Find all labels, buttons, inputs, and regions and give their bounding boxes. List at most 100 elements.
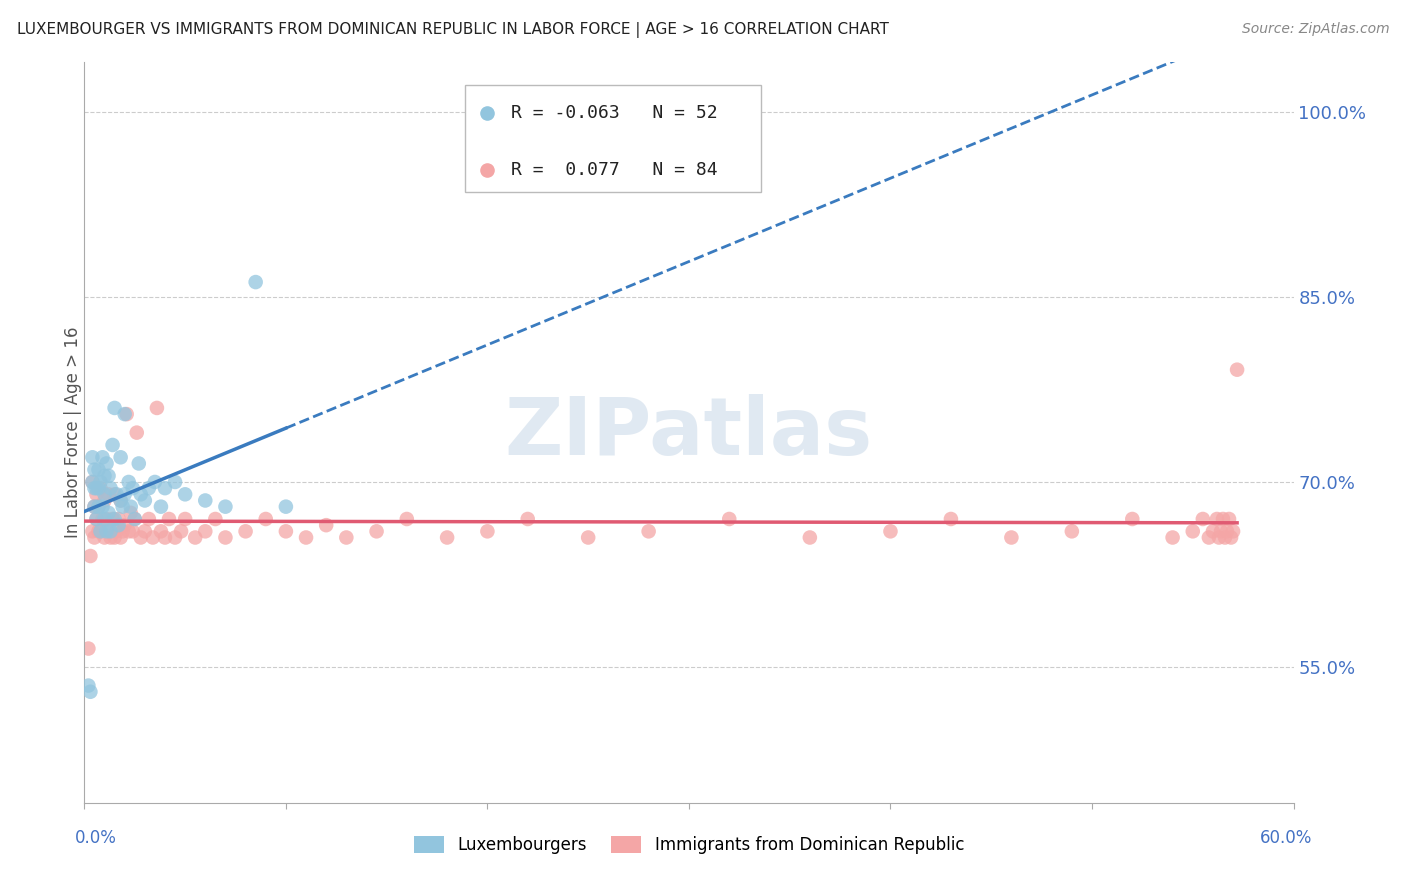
Point <box>1181 524 1204 539</box>
Point <box>107 518 129 533</box>
Point <box>97 468 120 483</box>
Point <box>93 468 115 483</box>
Point <box>138 512 160 526</box>
Point <box>1226 362 1249 376</box>
Point <box>174 487 197 501</box>
Point <box>86 481 108 495</box>
Point <box>110 531 132 545</box>
Point <box>125 425 148 440</box>
Point <box>93 512 115 526</box>
Point <box>254 512 277 526</box>
Point <box>149 500 172 514</box>
Point <box>91 512 114 526</box>
Point <box>77 641 100 656</box>
Point <box>274 524 297 539</box>
Point <box>1222 524 1244 539</box>
Point <box>91 450 114 465</box>
Point <box>96 512 118 526</box>
Point <box>235 524 257 539</box>
Point <box>96 524 118 539</box>
Point <box>124 512 146 526</box>
Point <box>82 450 104 465</box>
Point <box>1208 531 1230 545</box>
Point <box>83 531 105 545</box>
Text: 60.0%: 60.0% <box>1260 829 1313 847</box>
Point <box>120 506 142 520</box>
Point <box>79 549 101 563</box>
Point <box>100 531 122 545</box>
Point <box>274 500 297 514</box>
Point <box>153 481 176 495</box>
Text: R =  0.077   N = 84: R = 0.077 N = 84 <box>512 161 718 178</box>
Point <box>1192 512 1215 526</box>
Point <box>82 475 104 489</box>
Point <box>104 512 127 526</box>
Point <box>142 531 165 545</box>
Point <box>101 438 124 452</box>
Point <box>395 512 418 526</box>
Point <box>83 500 105 514</box>
Point <box>100 524 122 539</box>
Point <box>87 463 110 477</box>
Point <box>174 512 197 526</box>
Point <box>194 524 217 539</box>
Point <box>194 493 217 508</box>
Point <box>114 407 136 421</box>
Point <box>110 450 132 465</box>
Point <box>366 524 388 539</box>
Point <box>93 493 115 508</box>
Point <box>138 481 160 495</box>
Point <box>939 512 962 526</box>
Point <box>97 506 120 520</box>
Point <box>799 531 821 545</box>
Legend: Luxembourgers, Immigrants from Dominican Republic: Luxembourgers, Immigrants from Dominican… <box>406 830 972 861</box>
Point <box>100 481 122 495</box>
Text: 0.0%: 0.0% <box>75 829 117 847</box>
Point <box>105 524 128 539</box>
Point <box>93 487 115 501</box>
Point <box>134 493 156 508</box>
Point <box>82 475 104 489</box>
Point <box>97 487 120 501</box>
Point <box>83 500 105 514</box>
Point <box>149 524 172 539</box>
Point <box>129 531 152 545</box>
Point <box>165 475 187 489</box>
Point <box>1060 524 1083 539</box>
Point <box>129 487 152 501</box>
Point <box>295 531 318 545</box>
Point <box>1220 531 1243 545</box>
Point <box>118 475 141 489</box>
FancyBboxPatch shape <box>465 85 762 192</box>
Point <box>718 512 741 526</box>
Point <box>105 487 128 501</box>
Point <box>89 524 111 539</box>
Point <box>110 493 132 508</box>
Point <box>89 524 111 539</box>
Point <box>87 481 110 495</box>
Point <box>79 685 101 699</box>
Point <box>87 500 110 514</box>
Point <box>1000 531 1022 545</box>
Point <box>315 518 337 533</box>
Point <box>111 524 134 539</box>
Text: LUXEMBOURGER VS IMMIGRANTS FROM DOMINICAN REPUBLIC IN LABOR FORCE | AGE > 16 COR: LUXEMBOURGER VS IMMIGRANTS FROM DOMINICA… <box>17 22 889 38</box>
Point <box>83 481 105 495</box>
Point <box>1218 512 1240 526</box>
Point <box>104 401 127 415</box>
Point <box>204 512 226 526</box>
Point <box>1212 512 1234 526</box>
Point <box>115 407 138 421</box>
Point <box>170 524 193 539</box>
Point <box>104 487 127 501</box>
Point <box>120 500 142 514</box>
Point <box>165 531 187 545</box>
Point <box>87 500 110 514</box>
Point <box>89 475 111 489</box>
Point <box>477 524 499 539</box>
Point <box>637 524 659 539</box>
Point <box>111 500 134 514</box>
Point <box>87 524 110 539</box>
Point <box>118 524 141 539</box>
Point <box>86 487 108 501</box>
